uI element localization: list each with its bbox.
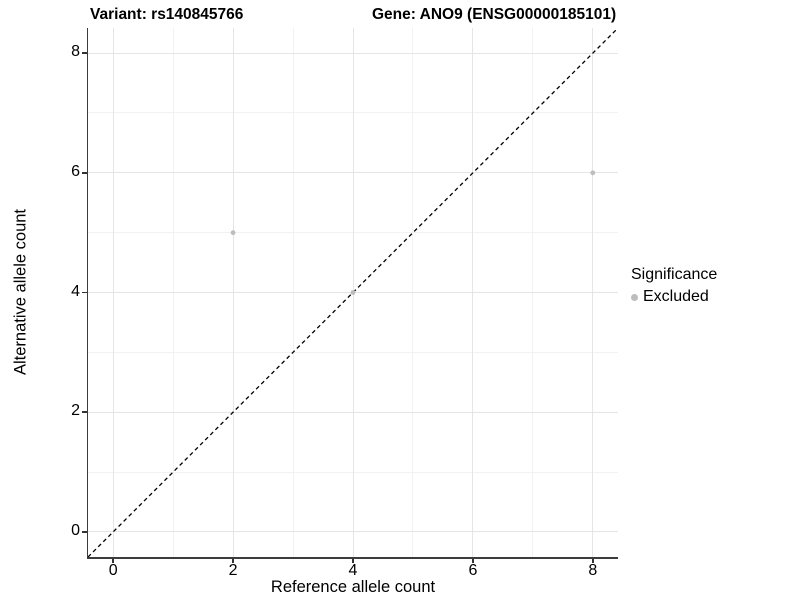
legend-item-label: Excluded [643, 288, 709, 305]
y-axis-tick [82, 172, 87, 174]
data-point [230, 230, 236, 236]
plot-title-gene: Gene: ANO9 (ENSG00000185101) [372, 6, 617, 23]
x-axis-tick-label: 2 [228, 562, 238, 579]
x-axis-tick-label: 0 [108, 562, 118, 579]
x-axis-tick [472, 558, 474, 563]
major-gridline-horizontal [88, 411, 618, 413]
data-point [590, 170, 596, 176]
y-axis-tick [82, 531, 87, 533]
major-gridline-horizontal [88, 531, 618, 533]
y-axis-line [86, 28, 89, 559]
y-axis-title: Alternative allele count [11, 208, 30, 376]
y-axis-tick [82, 411, 87, 413]
legend-key-point-icon [631, 293, 638, 301]
x-axis-title: Reference allele count [270, 578, 436, 596]
x-axis-tick [112, 558, 114, 563]
x-axis-tick-label: 8 [588, 562, 598, 579]
legend: Significance Excluded [631, 266, 717, 307]
chart-layer [88, 28, 618, 557]
y-axis-tick-label: 8 [71, 43, 80, 61]
x-axis-tick-label: 6 [468, 562, 478, 579]
plot-title-variant: Variant: rs140845766 [90, 6, 244, 23]
data-point [350, 290, 356, 295]
legend-title: Significance [631, 266, 718, 283]
y-axis-tick-label: 0 [71, 521, 80, 539]
x-axis-tick-label: 4 [348, 562, 358, 579]
y-axis-tick [82, 52, 87, 54]
y-axis-tick [82, 291, 87, 294]
x-axis-line [86, 557, 618, 559]
x-axis-tick [352, 558, 354, 563]
plot-panel [88, 28, 618, 557]
major-gridline-horizontal [88, 52, 618, 54]
y-axis-tick-label: 6 [71, 162, 80, 180]
y-axis-tick-label: 4 [71, 282, 80, 300]
x-axis-tick [592, 558, 594, 563]
legend-item: Excluded [631, 287, 717, 307]
y-axis-tick-label: 2 [71, 402, 80, 420]
legend-items: Excluded [631, 287, 717, 307]
x-axis-tick [232, 558, 234, 563]
major-gridline-horizontal [88, 172, 618, 174]
